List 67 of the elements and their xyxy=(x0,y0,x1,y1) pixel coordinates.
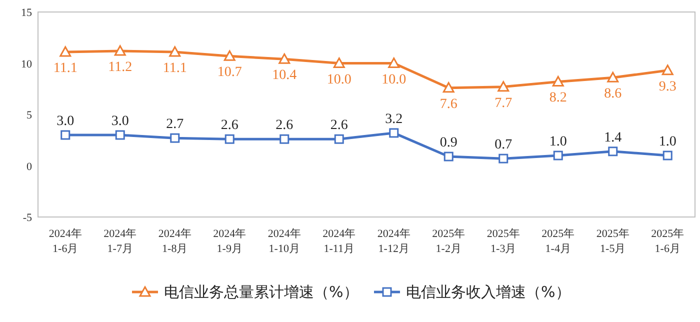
data-label: 1.4 xyxy=(604,130,622,146)
data-label: 10.0 xyxy=(326,72,352,88)
legend-label: 电信业务收入增速（%） xyxy=(406,283,570,301)
data-label: 10.4 xyxy=(272,68,297,84)
x-tick-label: 2024年 1-11月 xyxy=(322,228,356,255)
data-label: 2.6 xyxy=(220,118,238,134)
point xyxy=(553,150,563,160)
point xyxy=(60,46,72,57)
data-label: 11.1 xyxy=(162,60,187,76)
point xyxy=(442,82,454,93)
point xyxy=(169,46,181,57)
data-label: 8.2 xyxy=(549,90,567,106)
point xyxy=(280,134,290,144)
data-label: 7.7 xyxy=(494,96,512,111)
x-tick-label: 2025年 1-3月 xyxy=(486,228,520,255)
data-label: 2.6 xyxy=(330,118,348,134)
data-label: 2.7 xyxy=(166,117,184,132)
x-tick-label: 2024年 1-7月 xyxy=(104,228,137,255)
data-label: 2.6 xyxy=(276,118,294,134)
y-tick-label: 0 xyxy=(26,160,32,173)
data-label: 3.0 xyxy=(111,114,129,129)
point xyxy=(662,64,674,76)
point xyxy=(607,72,619,82)
data-label: 0.9 xyxy=(440,136,458,151)
data-label: 8.6 xyxy=(604,86,622,102)
x-tick-label: 2024年 1-12月 xyxy=(377,228,410,255)
x-tick-label: 2024年 1-6月 xyxy=(48,228,82,255)
point xyxy=(498,81,510,92)
point xyxy=(224,134,234,144)
point xyxy=(608,146,618,156)
data-label: 11.1 xyxy=(53,60,78,76)
point xyxy=(334,134,344,144)
point xyxy=(662,150,672,160)
data-label: 3.2 xyxy=(385,112,403,127)
point xyxy=(114,45,126,56)
x-tick-label: 2025年 1-2月 xyxy=(432,228,466,255)
x-tick-label: 2025年 1-4月 xyxy=(542,228,575,255)
data-label: 1.0 xyxy=(658,134,676,150)
point xyxy=(389,128,399,138)
data-label: 11.2 xyxy=(108,60,132,75)
point xyxy=(388,58,400,68)
y-tick-label: 15 xyxy=(21,7,32,19)
data-label: 0.7 xyxy=(494,138,512,153)
point xyxy=(60,130,70,140)
y-tick-label: 10 xyxy=(21,58,32,70)
x-tick-label: 2024年 1-8月 xyxy=(158,228,192,255)
data-label: 9.3 xyxy=(658,79,676,94)
point xyxy=(444,152,454,162)
data-label: 10.0 xyxy=(382,72,406,88)
point xyxy=(170,133,180,143)
point xyxy=(498,154,508,164)
point xyxy=(115,130,125,140)
y-tick-label: 5 xyxy=(26,110,32,122)
y-tick-label: -5 xyxy=(22,212,32,224)
x-tick-label: 2025年 1-5月 xyxy=(596,228,630,255)
x-tick-label: 2025年 1-6月 xyxy=(651,228,684,255)
x-tick-label: 2024年 1-10月 xyxy=(268,228,301,255)
data-label: 3.0 xyxy=(56,114,74,129)
legend-label: 电信业务总量累计增速（%） xyxy=(164,283,358,301)
point xyxy=(224,50,236,61)
point xyxy=(278,53,290,64)
point xyxy=(552,76,564,86)
data-label: 1.0 xyxy=(549,134,567,150)
x-tick-label: 2024年 1-9月 xyxy=(213,228,246,255)
data-label: 10.7 xyxy=(217,65,242,80)
data-label: 7.6 xyxy=(440,96,458,112)
point xyxy=(333,58,345,68)
